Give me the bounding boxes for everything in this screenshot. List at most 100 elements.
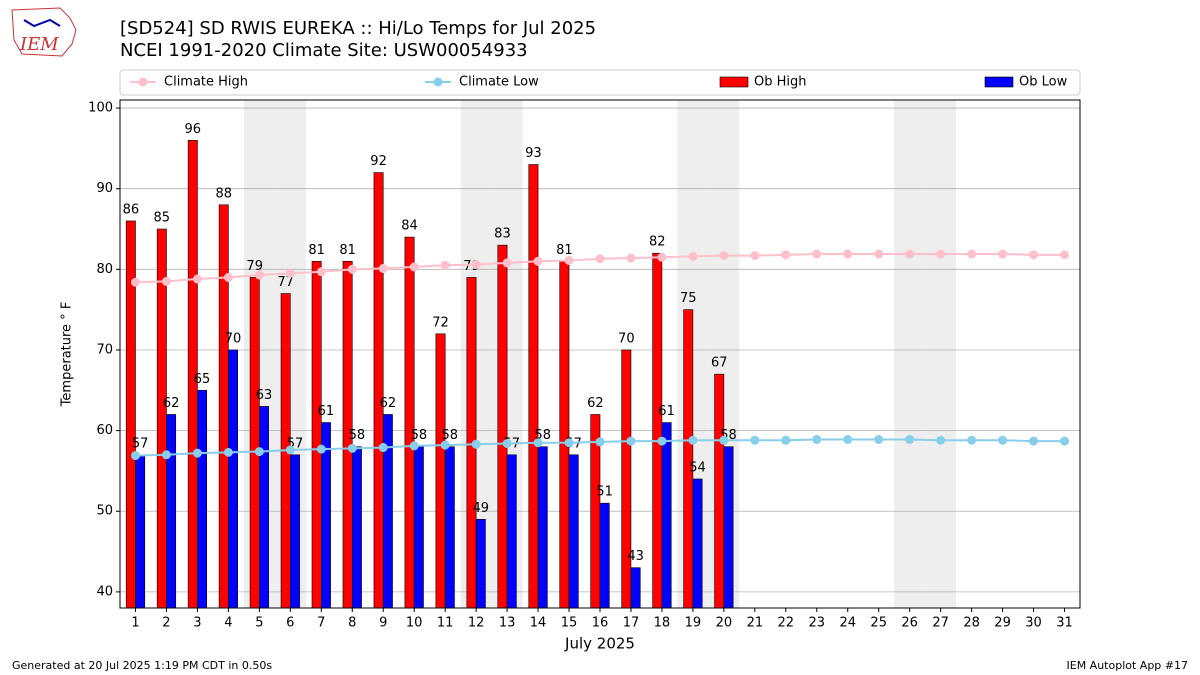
point — [657, 252, 667, 262]
logo-text: IEM — [19, 34, 59, 55]
data-label: 82 — [649, 235, 666, 250]
point — [874, 434, 884, 444]
x-tick-label: 1 — [131, 616, 139, 631]
bar — [621, 349, 632, 609]
point — [130, 277, 140, 287]
point — [719, 435, 729, 445]
x-tick-label: 25 — [870, 616, 887, 631]
x-tick-label: 5 — [255, 616, 263, 631]
data-label: 70 — [618, 331, 635, 346]
legend-marker — [433, 77, 443, 87]
plot-frame — [119, 99, 1081, 609]
point — [595, 437, 605, 447]
legend-label: Climate High — [164, 75, 248, 90]
point — [316, 444, 326, 454]
point — [223, 272, 233, 282]
x-tick-label: 24 — [839, 616, 856, 631]
point — [936, 435, 946, 445]
bar — [714, 373, 725, 609]
x-tick-label: 18 — [654, 616, 671, 631]
y-axis-label: Temperature ° F — [60, 302, 75, 408]
x-tick-label: 22 — [778, 616, 795, 631]
data-label: 61 — [318, 404, 335, 419]
data-label: 61 — [658, 404, 675, 419]
data-label: 83 — [494, 227, 511, 242]
logo-lines — [23, 18, 61, 28]
weekend-shade — [894, 100, 926, 608]
point — [378, 264, 388, 274]
bar — [373, 172, 384, 609]
bar — [506, 454, 517, 609]
data-label: 63 — [256, 388, 273, 403]
point — [936, 249, 946, 259]
point — [626, 253, 636, 263]
data-label: 92 — [370, 154, 387, 169]
bar — [135, 454, 146, 609]
point — [471, 439, 481, 449]
data-label: 43 — [627, 549, 644, 564]
x-tick-label: 20 — [716, 616, 733, 631]
bar — [218, 204, 229, 609]
bar — [661, 422, 672, 609]
point — [409, 262, 419, 272]
data-label: 62 — [163, 396, 180, 411]
x-tick-label: 28 — [963, 616, 980, 631]
x-tick-label: 30 — [1025, 616, 1042, 631]
x-axis-label: July 2025 — [564, 635, 635, 653]
x-tick-label: 9 — [379, 616, 387, 631]
legend-label: Climate Low — [459, 75, 539, 90]
x-tick-label: 23 — [809, 616, 826, 631]
x-tick-label: 13 — [499, 616, 516, 631]
x-tick-label: 11 — [437, 616, 454, 631]
x-tick-label: 14 — [530, 616, 547, 631]
point — [254, 270, 264, 280]
point — [502, 439, 512, 449]
bar — [692, 478, 703, 609]
point — [285, 445, 295, 455]
point — [533, 256, 543, 266]
point — [595, 254, 605, 264]
data-label: 81 — [308, 243, 325, 258]
x-tick-label: 31 — [1056, 616, 1073, 631]
bar — [435, 333, 446, 609]
logo: IEM — [11, 7, 77, 57]
point — [967, 249, 977, 259]
data-label: 58 — [349, 428, 366, 443]
y-tick-label: 40 — [96, 584, 113, 599]
point — [905, 434, 915, 444]
point — [378, 443, 388, 453]
point — [812, 249, 822, 259]
point — [967, 435, 977, 445]
point — [781, 250, 791, 260]
data-label: 88 — [215, 186, 232, 201]
point — [688, 435, 698, 445]
point — [657, 436, 667, 446]
point — [750, 435, 760, 445]
x-tick-label: 17 — [623, 616, 640, 631]
logo-outline — [11, 7, 77, 57]
bar — [404, 236, 415, 609]
chart-title: [SD524] SD RWIS EUREKA :: Hi/Lo Temps fo… — [120, 18, 596, 39]
point — [533, 438, 543, 448]
data-label: 81 — [556, 243, 573, 258]
x-tick-label: 2 — [162, 616, 170, 631]
point — [781, 435, 791, 445]
x-tick-label: 27 — [932, 616, 949, 631]
point — [254, 447, 264, 457]
bar — [351, 446, 362, 609]
footer-right: IEM Autoplot App #17 — [1067, 659, 1189, 672]
bar — [249, 277, 260, 609]
bar — [537, 446, 548, 609]
point — [440, 440, 450, 450]
data-label: 72 — [432, 315, 449, 330]
y-tick-label: 50 — [96, 504, 113, 519]
y-tick-label: 80 — [96, 262, 113, 277]
y-tick-label: 90 — [96, 181, 113, 196]
x-tick-label: 29 — [994, 616, 1011, 631]
x-tick-label: 12 — [468, 616, 485, 631]
point — [130, 451, 140, 461]
point — [316, 267, 326, 277]
point — [223, 447, 233, 457]
point — [564, 438, 574, 448]
bar — [259, 406, 269, 609]
